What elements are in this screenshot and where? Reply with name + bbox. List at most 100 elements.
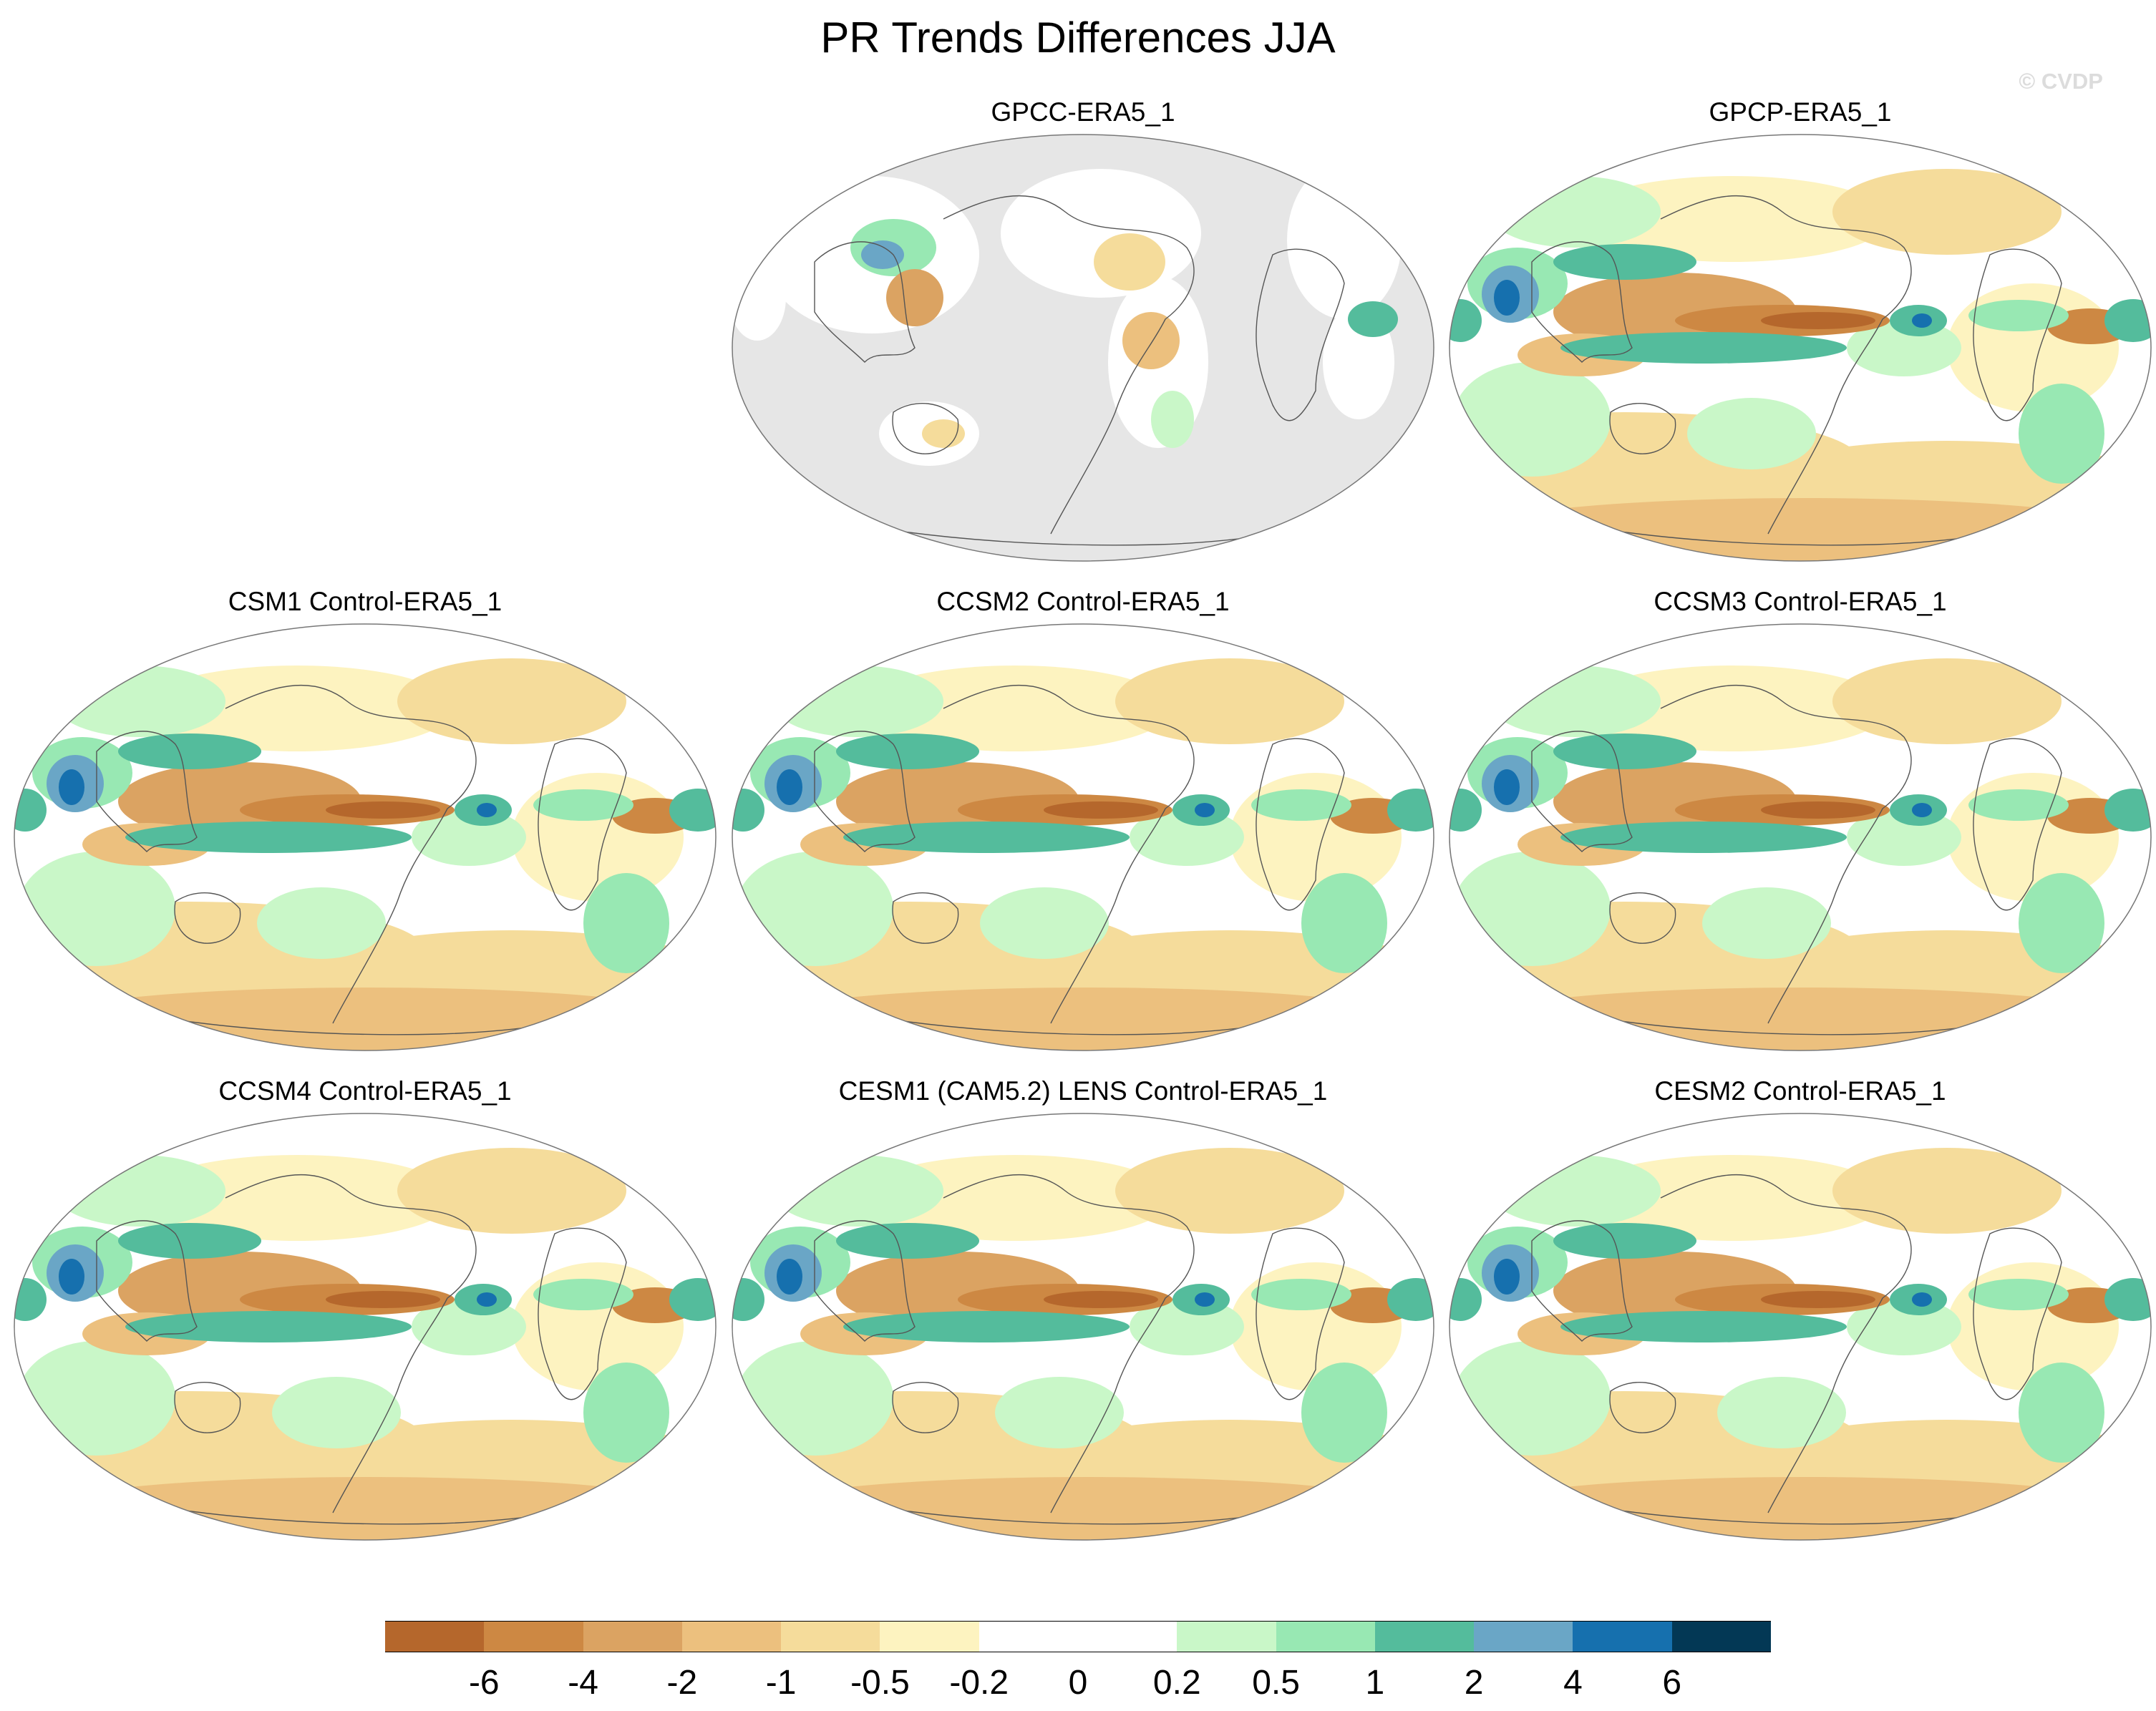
precip-anomaly-area bbox=[1761, 312, 1875, 329]
precip-anomaly-area bbox=[125, 822, 412, 853]
precip-anomaly-area bbox=[1348, 301, 1398, 337]
precip-anomaly-area bbox=[1912, 313, 1932, 328]
precip-anomaly-area bbox=[1151, 391, 1194, 448]
map-outline bbox=[732, 134, 1434, 562]
precip-anomaly-area bbox=[736, 1341, 893, 1456]
coastline-africa bbox=[538, 738, 627, 911]
map-cesm1 bbox=[732, 1113, 1434, 1541]
precip-anomaly-area bbox=[1761, 1291, 1875, 1308]
map-outline bbox=[732, 623, 1434, 1051]
precip-anomaly-area bbox=[1460, 498, 2147, 561]
precip-anomaly-area bbox=[1968, 300, 2069, 331]
coastline-australia bbox=[1609, 403, 1676, 454]
coastline-australia bbox=[892, 403, 959, 454]
coastline-americas bbox=[225, 1174, 477, 1513]
precip-anomaly-area bbox=[1553, 1223, 1696, 1259]
precip-anomaly-area bbox=[1460, 1477, 2147, 1540]
map-ccsm3 bbox=[1449, 623, 2152, 1051]
precip-anomaly-area bbox=[533, 789, 633, 821]
precip-anomaly-area bbox=[1450, 789, 1482, 832]
precip-anomaly-area bbox=[843, 822, 1130, 853]
coastline-americas bbox=[943, 684, 1195, 1024]
precip-anomaly-area bbox=[777, 1259, 802, 1295]
precip-anomaly-area bbox=[732, 789, 764, 832]
colorbar-tick-label: 4 bbox=[1563, 1664, 1583, 1702]
panel-title: CCSM2 Control-ERA5_1 bbox=[936, 587, 1230, 616]
map-outline bbox=[732, 1113, 1434, 1541]
map-gpcp bbox=[1449, 134, 2152, 562]
coastline-australia bbox=[892, 892, 959, 944]
precip-anomaly-area bbox=[477, 1292, 497, 1307]
coastline-americas bbox=[225, 684, 477, 1024]
precip-anomaly-area bbox=[257, 887, 386, 959]
precip-anomaly-area bbox=[1912, 1292, 1932, 1307]
precip-anomaly-area bbox=[1489, 666, 1661, 737]
colorbar-swatch bbox=[1276, 1621, 1376, 1652]
precip-anomaly-area bbox=[1251, 1279, 1351, 1310]
coastline-asia bbox=[96, 731, 198, 852]
precip-anomaly-area bbox=[59, 769, 84, 805]
coastline-americas bbox=[943, 195, 1195, 535]
panel-title: CCSM4 Control-ERA5_1 bbox=[218, 1076, 512, 1106]
coastline-asia bbox=[814, 731, 916, 852]
map-csm1 bbox=[14, 623, 717, 1051]
precip-anomaly-area bbox=[1832, 169, 2062, 255]
precip-anomaly-area bbox=[777, 769, 802, 805]
precip-anomaly-area bbox=[1494, 280, 1520, 316]
precip-anomaly-area bbox=[14, 1278, 47, 1321]
precip-anomaly-area bbox=[1301, 1363, 1387, 1463]
precip-anomaly-area bbox=[1489, 1155, 1661, 1227]
colorbar-swatch bbox=[681, 1621, 782, 1652]
precip-anomaly-area bbox=[1560, 332, 1847, 364]
precip-anomaly-area bbox=[118, 733, 261, 769]
precip-anomaly-area bbox=[54, 1155, 225, 1227]
precip-anomaly-area bbox=[1553, 244, 1696, 280]
precip-anomaly-area bbox=[772, 1155, 943, 1227]
coastline-asia bbox=[96, 1220, 198, 1342]
precip-anomaly-area bbox=[1301, 873, 1387, 973]
panel-title: GPCC-ERA5_1 bbox=[991, 97, 1175, 127]
precip-anomaly-area bbox=[1195, 803, 1215, 817]
colorbar-tick-label: 6 bbox=[1662, 1664, 1682, 1702]
precip-anomaly-area bbox=[736, 852, 893, 966]
precip-anomaly-area bbox=[843, 1311, 1130, 1342]
coastline-americas bbox=[1660, 1174, 1912, 1513]
precip-anomaly-area bbox=[2019, 384, 2104, 484]
colorbar-swatch bbox=[385, 1621, 485, 1652]
colorbar-tick-label: 0 bbox=[1068, 1664, 1088, 1702]
precip-anomaly-area bbox=[125, 1311, 412, 1342]
precip-anomaly-area bbox=[397, 658, 626, 744]
precip-anomaly-area bbox=[1450, 299, 1482, 342]
precip-anomaly-area bbox=[326, 801, 440, 819]
map-panel-ccsm2: CCSM2 Control-ERA5_1 bbox=[729, 587, 1437, 1052]
precip-anomaly-area bbox=[533, 1279, 633, 1310]
precip-anomaly-area bbox=[886, 269, 943, 326]
map-ccsm4 bbox=[14, 1113, 717, 1541]
colorbar-swatch bbox=[1573, 1621, 1673, 1652]
map-outline bbox=[14, 1113, 717, 1541]
precip-anomaly-area bbox=[922, 419, 965, 448]
precip-anomaly-area bbox=[1251, 789, 1351, 821]
map-panel-cesm2: CESM2 Control-ERA5_1 bbox=[1446, 1076, 2155, 1541]
land-area bbox=[1287, 162, 1402, 319]
coastline-africa bbox=[1256, 738, 1345, 911]
precip-anomaly-area bbox=[1489, 176, 1661, 248]
map-outline bbox=[14, 623, 717, 1051]
precip-anomaly-area bbox=[1453, 362, 1611, 477]
precip-anomaly-area bbox=[980, 887, 1109, 959]
precip-anomaly-area bbox=[1122, 312, 1180, 369]
colorbar-swatch bbox=[484, 1621, 584, 1652]
precip-anomaly-area bbox=[18, 852, 175, 966]
colorbar-swatch bbox=[781, 1621, 880, 1652]
precip-anomaly-area bbox=[995, 1377, 1124, 1448]
land-area bbox=[732, 255, 786, 341]
precip-anomaly-area bbox=[1044, 801, 1158, 819]
map-outline bbox=[1449, 134, 2152, 562]
precip-anomaly-area bbox=[1460, 988, 2147, 1051]
precip-anomaly-area bbox=[1761, 801, 1875, 819]
precip-anomaly-area bbox=[25, 988, 712, 1051]
coastline-asia bbox=[1531, 241, 1633, 363]
colorbar-swatch bbox=[1078, 1621, 1177, 1652]
precip-anomaly-area bbox=[858, 666, 1172, 751]
copyright-watermark: © CVDP bbox=[2019, 69, 2103, 94]
